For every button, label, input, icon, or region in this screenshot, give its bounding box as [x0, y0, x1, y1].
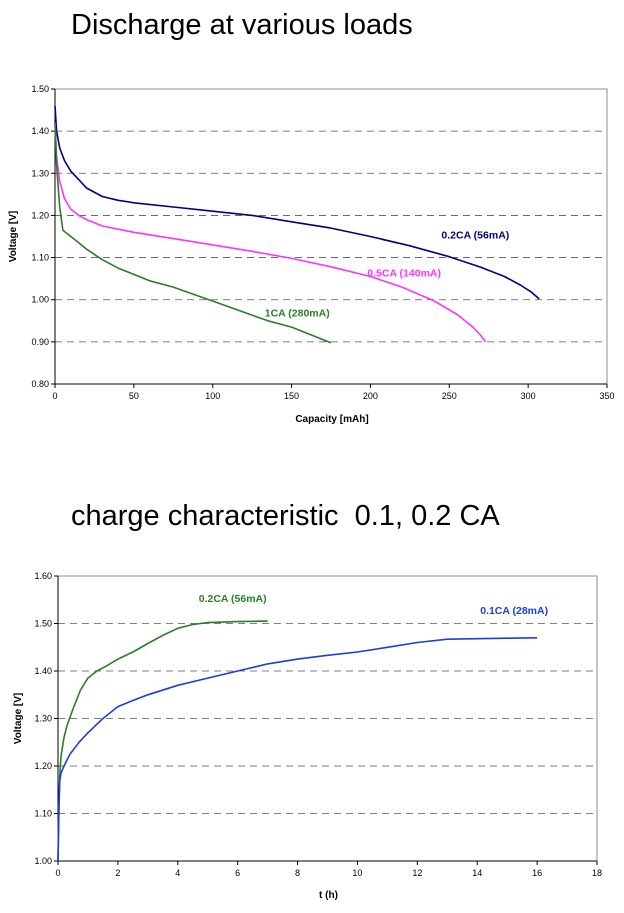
y-tick-label: 1.00 — [34, 856, 52, 866]
series-label-0: 0.2CA (56mA) — [199, 593, 267, 605]
y-tick-label: 1.30 — [34, 714, 52, 724]
x-tick-label: 150 — [284, 391, 299, 401]
y-tick-label: 1.10 — [31, 253, 49, 263]
y-tick-label: 1.50 — [34, 619, 52, 629]
series-line-1 — [57, 637, 538, 862]
y-tick-label: 1.40 — [31, 126, 49, 136]
x-axis-label: Capacity [mAh] — [295, 414, 368, 425]
y-tick-label: 1.20 — [34, 761, 52, 771]
series-label-1: 0.5CA (140mA) — [367, 268, 441, 280]
x-tick-label: 0 — [52, 391, 57, 401]
x-tick-label: 16 — [532, 868, 542, 878]
x-tick-label: 8 — [295, 868, 300, 878]
y-tick-label: 1.10 — [34, 809, 52, 819]
plot-area — [54, 88, 608, 385]
x-tick-label: 0 — [55, 868, 60, 878]
y-tick-label: 0.80 — [31, 379, 49, 389]
x-tick-label: 10 — [352, 868, 362, 878]
x-tick-label: 4 — [175, 868, 180, 878]
x-tick-label: 14 — [472, 868, 482, 878]
y-tick-label: 1.00 — [31, 295, 49, 305]
x-tick-label: 18 — [592, 868, 602, 878]
x-tick-label: 12 — [412, 868, 422, 878]
x-tick-label: 2 — [115, 868, 120, 878]
series-label-2: 1CA (280mA) — [265, 308, 330, 320]
y-tick-label: 1.20 — [31, 210, 49, 220]
series-label-1: 0.1CA (28mA) — [480, 605, 548, 617]
x-tick-label: 6 — [235, 868, 240, 878]
x-tick-label: 300 — [521, 391, 536, 401]
y-tick-label: 1.60 — [34, 571, 52, 581]
x-tick-label: 50 — [129, 391, 139, 401]
x-tick-label: 250 — [442, 391, 457, 401]
series-line-0 — [54, 105, 540, 300]
x-tick-label: 200 — [363, 391, 378, 401]
y-tick-label: 1.50 — [31, 84, 49, 94]
x-axis-label: t (h) — [319, 890, 338, 901]
discharge-chart-title: Discharge at various loads — [71, 9, 413, 41]
series-line-0 — [57, 620, 268, 862]
series-label-0: 0.2CA (56mA) — [441, 230, 509, 242]
charge-chart-title: charge characteristic 0.1, 0.2 CA — [71, 500, 500, 532]
y-tick-label: 1.40 — [34, 666, 52, 676]
y-tick-label: 0.90 — [31, 337, 49, 347]
charge-chart: 1.00 1.10 1.20 1.30 1.40 1.50 1.60 0 2 4 6 8 10 12 14 1… — [13, 571, 602, 901]
y-axis-label: Voltage [V] — [8, 211, 19, 262]
x-tick-label: 350 — [599, 391, 614, 401]
y-tick-label: 1.30 — [31, 168, 49, 178]
series-line-1 — [54, 122, 487, 343]
discharge-chart: 0.80 0.90 1.00 1.10 1.20 1.30 1.40 1.50 0 50 100 15… — [8, 84, 615, 425]
y-axis-label: Voltage [V] — [13, 693, 24, 744]
series-line-2 — [54, 122, 332, 344]
x-tick-label: 100 — [205, 391, 220, 401]
